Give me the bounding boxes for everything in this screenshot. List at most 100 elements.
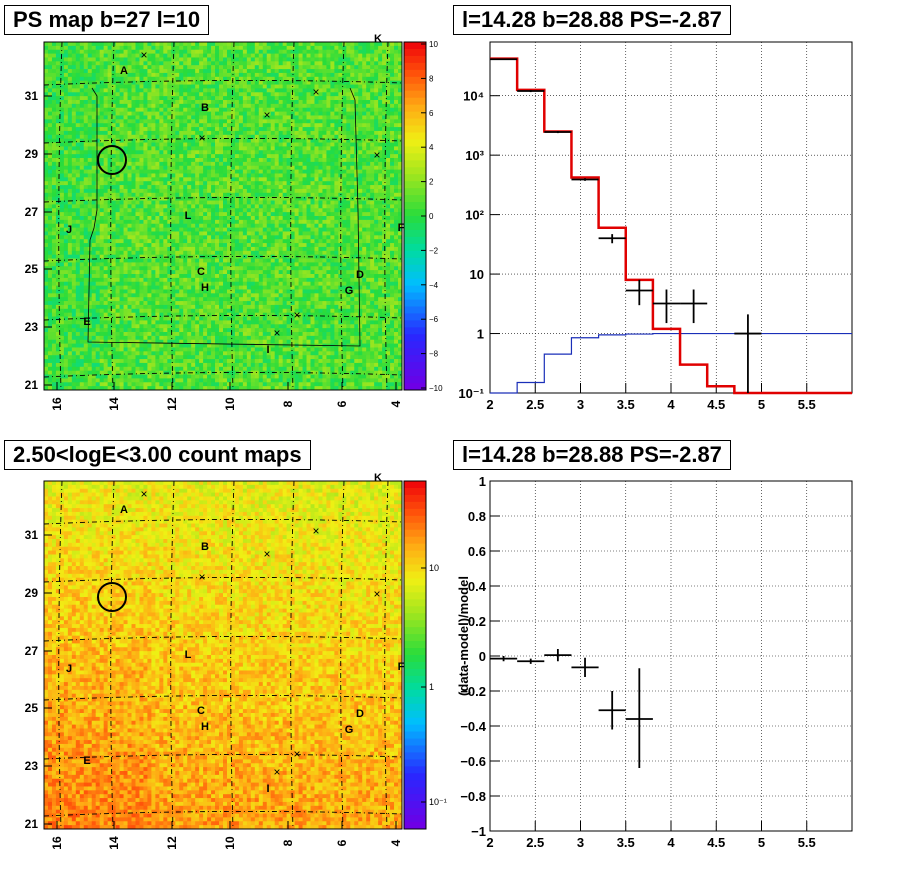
heatmap-cell [95, 107, 101, 112]
heatmap-cell [199, 173, 204, 178]
heatmap-cell [79, 134, 85, 140]
heatmap-cell [95, 239, 101, 244]
heatmap-cell [223, 169, 228, 174]
heatmap-cell [131, 277, 136, 283]
heatmap-cell [111, 173, 116, 178]
heatmap-cell [44, 231, 49, 236]
heatmap-cell [238, 119, 244, 124]
heatmap-cell [143, 258, 148, 263]
heatmap-cell [171, 84, 176, 89]
heatmap-cell [187, 386, 192, 391]
heatmap-cell [67, 239, 73, 244]
heatmap-cell [254, 96, 260, 101]
heatmap-cell [175, 196, 180, 201]
heatmap-cell [135, 270, 140, 275]
heatmap-cell [115, 235, 120, 240]
heatmap-cell [135, 370, 140, 375]
heatmap-cell [71, 61, 77, 66]
heatmap-cell [179, 324, 184, 329]
heatmap-cell [230, 293, 236, 298]
heatmap-cell [127, 173, 132, 178]
heatmap-cell [211, 219, 216, 225]
heatmap-cell [135, 146, 140, 151]
heatmap-cell [187, 53, 192, 58]
heatmap-cell [254, 254, 260, 259]
heatmap-cell [47, 239, 53, 244]
heatmap-cell [119, 281, 124, 286]
heatmap-cell [79, 165, 85, 170]
heatmap-cell [107, 285, 113, 290]
heatmap-cell [91, 235, 97, 240]
heatmap-cell [238, 328, 244, 333]
heatmap-cell [159, 335, 164, 341]
heatmap-cell [107, 274, 113, 279]
heatmap-cell [155, 96, 160, 101]
heatmap-cell [250, 192, 256, 198]
heatmap-cell [195, 72, 200, 78]
heatmap-cell [234, 69, 240, 74]
heatmap-cell [71, 115, 77, 120]
heatmap-cell [151, 370, 156, 375]
heatmap-cell [135, 57, 140, 62]
heatmap-cell [234, 42, 240, 47]
heatmap-cell [230, 328, 236, 333]
heatmap-cell [187, 246, 192, 252]
heatmap-cell [199, 80, 204, 85]
heatmap-cell [258, 61, 264, 66]
heatmap-cell [71, 216, 77, 221]
heatmap-cell [203, 42, 208, 47]
heatmap-cell [211, 386, 216, 391]
heatmap-cell [143, 351, 148, 356]
heatmap-cell [127, 181, 132, 186]
heatmap-cell [87, 142, 93, 147]
heatmap-cell [238, 223, 244, 228]
heatmap-cell [207, 57, 212, 62]
heatmap-cell [171, 154, 176, 159]
heatmap-cell [254, 173, 260, 178]
heatmap-cell [91, 185, 97, 190]
heatmap-cell [87, 219, 93, 225]
heatmap-cell [127, 231, 132, 236]
heatmap-cell [191, 100, 196, 105]
heatmap-cell [135, 208, 140, 213]
heatmap-cell [71, 185, 77, 190]
heatmap-cell [199, 76, 204, 82]
heatmap-cell [159, 204, 164, 209]
heatmap-cell [111, 72, 116, 78]
heatmap-cell [95, 304, 101, 310]
heatmap-cell [207, 169, 212, 174]
heatmap-cell [151, 188, 156, 194]
heatmap-cell [238, 100, 244, 105]
heatmap-cell [103, 301, 109, 306]
heatmap-cell [87, 88, 93, 93]
heatmap-cell [87, 347, 93, 352]
heatmap-cell [95, 188, 101, 194]
heatmap-cell [67, 57, 73, 62]
heatmap-cell [171, 69, 176, 74]
heatmap-cell [230, 138, 236, 143]
heatmap-cell [107, 216, 113, 221]
heatmap-cell [107, 127, 113, 132]
heatmap-cell [215, 119, 220, 124]
heatmap-cell [139, 115, 144, 120]
heatmap-cell [44, 246, 49, 252]
heatmap-cell [83, 204, 89, 209]
heatmap-cell [87, 277, 93, 283]
heatmap-cell [143, 277, 148, 283]
heatmap-cell [159, 223, 164, 228]
heatmap-cell [75, 111, 81, 116]
heatmap-cell [119, 219, 124, 225]
heatmap-cell [246, 246, 252, 252]
heatmap-cell [119, 324, 124, 329]
heatmap-cell [191, 84, 196, 89]
heatmap-cell [167, 324, 172, 329]
heatmap-cell [143, 374, 148, 379]
heatmap-cell [111, 115, 116, 120]
heatmap-cell [242, 192, 248, 198]
heatmap-cell [75, 262, 81, 267]
heatmap-cell [238, 332, 244, 337]
heatmap-cell [207, 235, 212, 240]
heatmap-cell [79, 92, 85, 97]
heatmap-cell [223, 177, 228, 182]
heatmap-cell [219, 111, 224, 116]
